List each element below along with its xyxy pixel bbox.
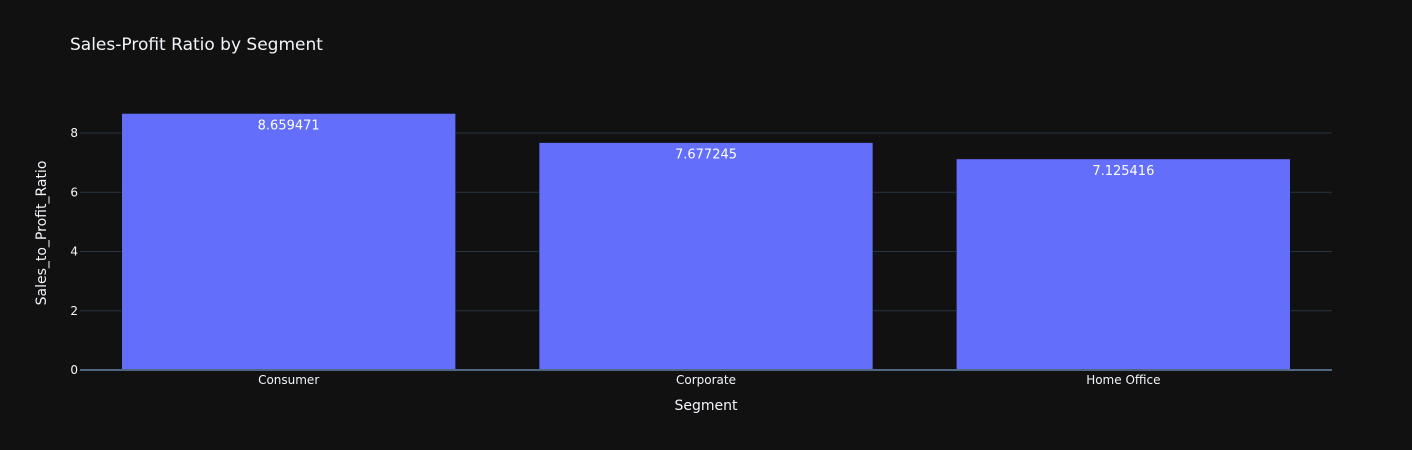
x-axis-title: Segment: [675, 398, 739, 414]
bar-value-label: 8.659471: [258, 118, 320, 133]
y-tick-label: 0: [70, 363, 78, 377]
y-tick-label: 4: [70, 245, 78, 259]
bars: [80, 113, 1332, 371]
bar-home-office[interactable]: [956, 158, 1291, 371]
y-axis-title: Sales_to_Profit_Ratio: [34, 161, 50, 306]
bar-corporate[interactable]: [538, 142, 874, 371]
y-tick-labels: 0 2 4 6 8: [70, 126, 78, 377]
x-tick-label: Home Office: [1086, 373, 1160, 387]
x-tick-label: Corporate: [676, 373, 736, 387]
bar-value-label: 7.677245: [675, 148, 737, 163]
y-tick-label: 2: [70, 304, 78, 318]
y-tick-label: 6: [70, 185, 78, 199]
bar-consumer[interactable]: [121, 113, 456, 371]
y-tick-label: 8: [70, 126, 78, 140]
x-tick-labels: Consumer Corporate Home Office: [258, 373, 1160, 387]
chart-title: Sales-Profit Ratio by Segment: [70, 35, 323, 55]
bar-value-labels: 8.659471 7.677245 7.125416: [258, 118, 1155, 178]
x-tick-label: Consumer: [258, 373, 319, 387]
bar-value-label: 7.125416: [1092, 164, 1154, 179]
